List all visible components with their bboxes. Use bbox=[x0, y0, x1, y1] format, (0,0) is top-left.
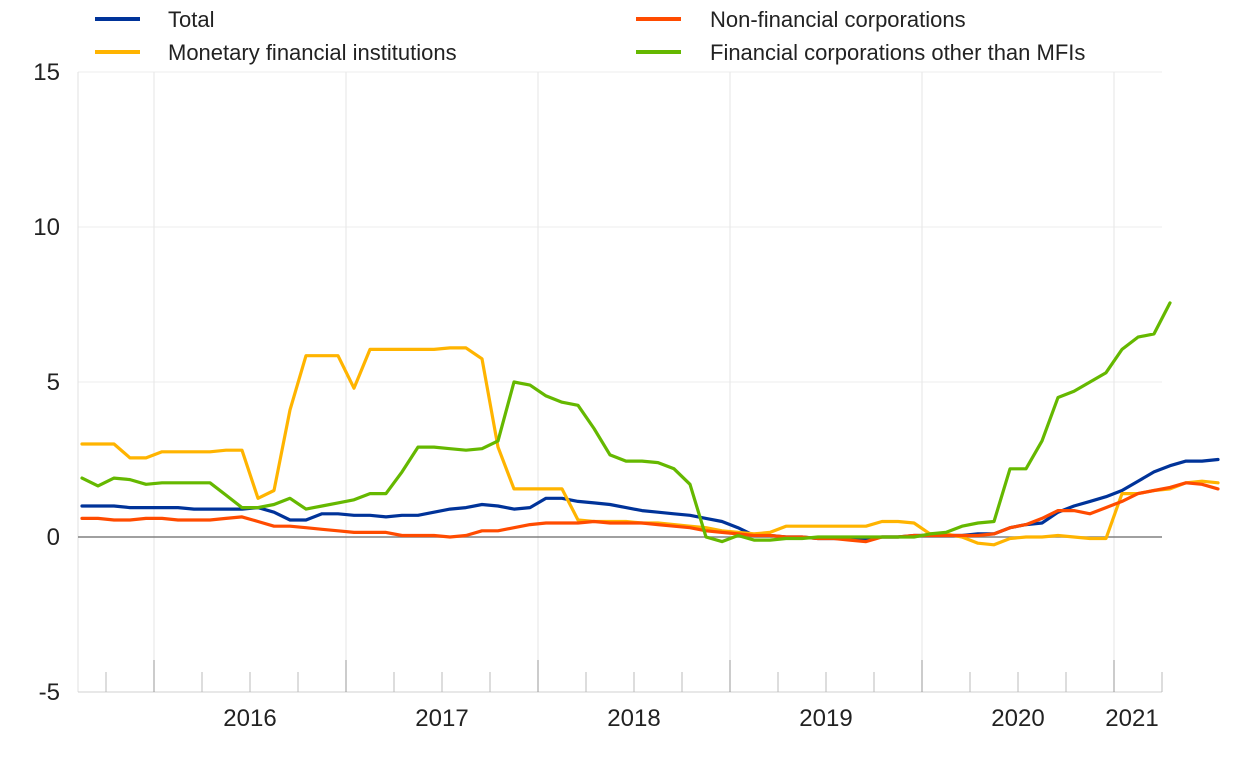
y-tick-label: -5 bbox=[39, 679, 60, 706]
series-line-financial-corporations-other-than-mfis bbox=[80, 301, 1172, 544]
y-tick-label: 15 bbox=[33, 59, 60, 86]
x-tick-label: 2018 bbox=[607, 705, 660, 732]
x-tick-label: 2020 bbox=[991, 705, 1044, 732]
series-line-total bbox=[80, 457, 1220, 541]
legend: Total Monetary financial institutions No… bbox=[95, 7, 1085, 65]
grid-lines bbox=[78, 71, 1162, 693]
x-tick-label: 2019 bbox=[799, 705, 852, 732]
series-line-non-financial-corporations bbox=[80, 481, 1220, 544]
x-tick-label: 2021 bbox=[1105, 705, 1158, 732]
axes: -5 0 5 10 15 2016 2017 2018 2019 2020 2021 bbox=[33, 59, 1163, 732]
x-tick-label: 2016 bbox=[223, 705, 276, 732]
legend-label-mfi: Monetary financial institutions bbox=[168, 40, 457, 65]
legend-item-ofi: Financial corporations other than MFIs bbox=[636, 40, 1085, 65]
y-tick-label: 10 bbox=[33, 214, 60, 241]
legend-label-ofi: Financial corporations other than MFIs bbox=[710, 40, 1085, 65]
legend-label-nfc: Non-financial corporations bbox=[710, 7, 966, 32]
y-tick-label: 5 bbox=[47, 369, 60, 396]
legend-item-nfc: Non-financial corporations bbox=[636, 7, 966, 32]
y-tick-label: 0 bbox=[47, 524, 60, 551]
legend-label-total: Total bbox=[168, 7, 214, 32]
legend-item-total: Total bbox=[95, 7, 214, 32]
legend-item-mfi: Monetary financial institutions bbox=[95, 40, 457, 65]
x-tick-label: 2017 bbox=[415, 705, 468, 732]
series-lines bbox=[80, 301, 1220, 547]
